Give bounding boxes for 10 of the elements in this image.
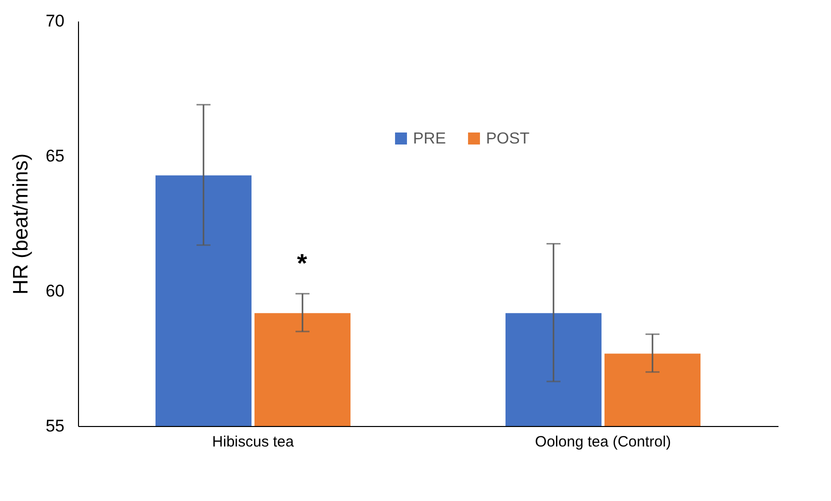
x-tick-label: Hibiscus tea (212, 434, 295, 450)
annotation: * (296, 248, 308, 278)
y-tick-label: 60 (46, 282, 64, 300)
y-tick-label: 70 (46, 12, 64, 30)
y-tick-label: 65 (46, 146, 64, 166)
y-tick-label: 55 (46, 416, 64, 436)
y-axis-title: HR (beat/mins) (10, 153, 33, 295)
legend-label: POST (486, 130, 530, 148)
legend-label: PRE (413, 130, 446, 148)
x-tick-label: Oolong tea (Control) (535, 434, 671, 450)
